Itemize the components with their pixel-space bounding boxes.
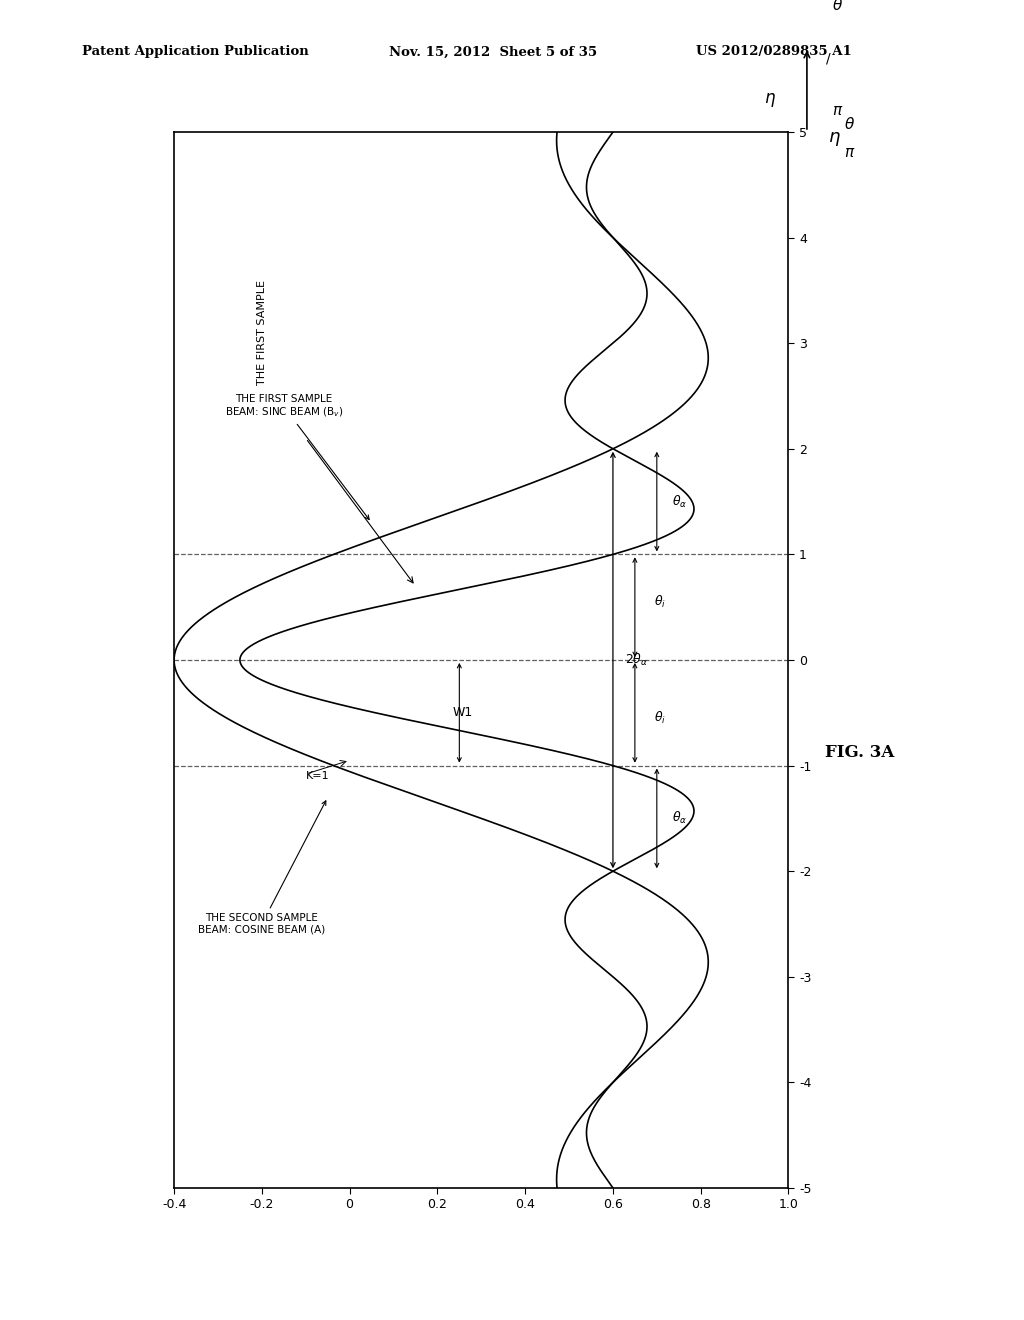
Text: $\theta$: $\theta$ xyxy=(833,0,843,13)
Text: /: / xyxy=(826,51,830,65)
Text: THE SECOND SAMPLE
BEAM: COSINE BEAM (A): THE SECOND SAMPLE BEAM: COSINE BEAM (A) xyxy=(199,801,326,935)
Text: $\pi$: $\pi$ xyxy=(831,103,844,119)
Text: $2\theta_\alpha$: $2\theta_\alpha$ xyxy=(625,652,648,668)
Text: $\theta_\alpha$: $\theta_\alpha$ xyxy=(672,810,687,826)
Text: W1: W1 xyxy=(453,706,472,719)
Text: THE FIRST SAMPLE: THE FIRST SAMPLE xyxy=(257,280,267,385)
Text: THE FIRST SAMPLE
BEAM: SINC BEAM (B$_v$): THE FIRST SAMPLE BEAM: SINC BEAM (B$_v$) xyxy=(224,393,369,520)
Text: FIG. 3A: FIG. 3A xyxy=(825,744,895,760)
Text: $\theta$: $\theta$ xyxy=(845,116,855,132)
Text: US 2012/0289835 A1: US 2012/0289835 A1 xyxy=(696,45,852,58)
Text: $\eta$: $\eta$ xyxy=(828,129,841,148)
Text: $\theta_\alpha$: $\theta_\alpha$ xyxy=(672,494,687,510)
Text: $\pi$: $\pi$ xyxy=(844,145,856,160)
Text: K=1: K=1 xyxy=(306,771,330,781)
Text: $\theta_i$: $\theta_i$ xyxy=(653,710,666,726)
Text: $\eta$: $\eta$ xyxy=(764,91,776,110)
Text: Patent Application Publication: Patent Application Publication xyxy=(82,45,308,58)
Text: Nov. 15, 2012  Sheet 5 of 35: Nov. 15, 2012 Sheet 5 of 35 xyxy=(389,45,597,58)
Text: $\theta_i$: $\theta_i$ xyxy=(653,594,666,610)
